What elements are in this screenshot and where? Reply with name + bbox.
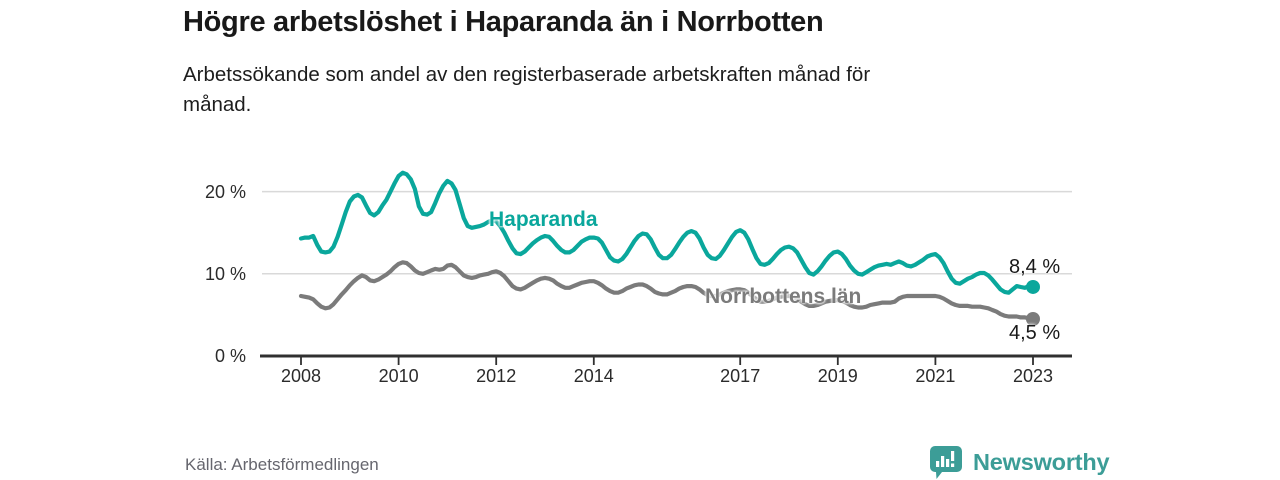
x-tick-label: 2017 [720, 366, 761, 386]
series-label-haparanda: Haparanda [489, 208, 598, 231]
series-label-norrbotten: Norrbottens län [705, 285, 862, 308]
x-tick-label: 2014 [573, 366, 614, 386]
y-tick-label: 0 % [214, 346, 246, 366]
x-tick-label: 2023 [1012, 366, 1054, 386]
x-tick-label: 2021 [915, 366, 956, 386]
chart-title: Högre arbetslöshet i Haparanda än i Norr… [183, 6, 824, 38]
end-value-norrbotten: 4,5 % [1009, 322, 1061, 344]
newsworthy-logo-text: Newsworthy [973, 449, 1110, 475]
y-tick-label: 10 % [204, 263, 246, 284]
end-dot-norrbotten [1026, 312, 1040, 327]
chart-subtitle: Arbetssökande som andel av den registerb… [183, 63, 871, 116]
source-note: Källa: Arbetsförmedlingen [185, 455, 379, 474]
y-tick-label: 20 % [204, 181, 246, 202]
x-tick-label: 2008 [280, 366, 322, 386]
end-dot-haparanda [1026, 279, 1040, 294]
trend-line-norrbotten [298, 260, 1036, 322]
newsworthy-logo[interactable]: Newsworthy [928, 444, 1110, 480]
trend-line-haparanda [298, 170, 1036, 295]
end-value-haparanda: 8,4 % [1009, 256, 1061, 278]
newsworthy-logo-icon [930, 446, 962, 479]
x-tick-label: 2019 [817, 366, 858, 386]
x-tick-label: 2012 [476, 366, 517, 386]
x-tick-label: 2010 [378, 366, 419, 386]
